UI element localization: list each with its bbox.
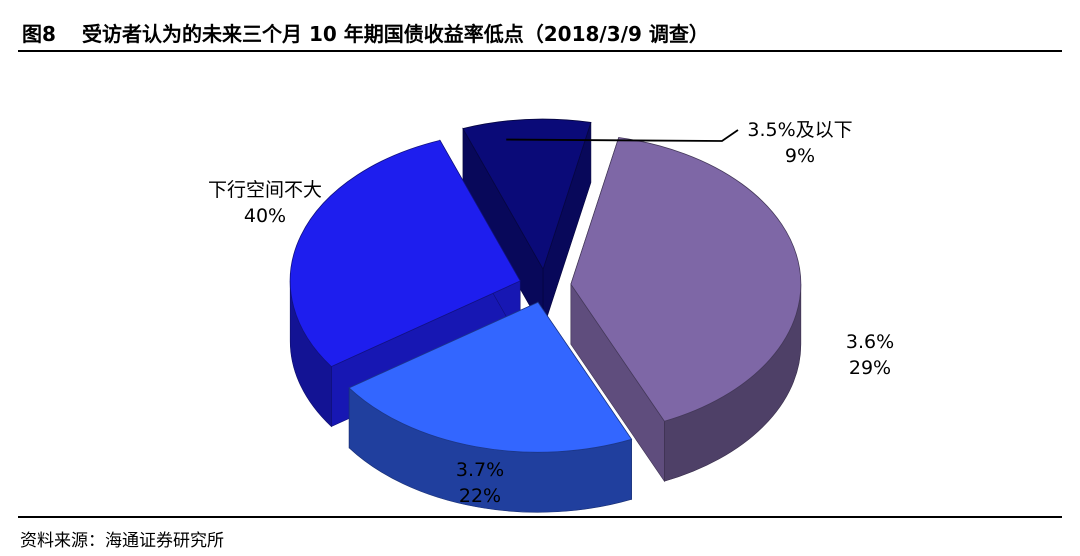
slice-label: 3.7% — [456, 459, 504, 481]
slice-label: 3.6% — [846, 331, 894, 353]
pie-slice-top — [289, 139, 521, 368]
figure-footer: 资料来源：海通证券研究所 — [18, 516, 1062, 552]
slice-value-label: 9% — [785, 145, 815, 167]
leader-line — [506, 129, 739, 142]
figure-header: 图8 受访者认为的未来三个月 10 年期国债收益率低点（2018/3/9 调查） — [18, 12, 1062, 52]
slice-label: 3.5%及以下 — [747, 119, 852, 141]
figure-title: 受访者认为的未来三个月 10 年期国债收益率低点（2018/3/9 调查） — [82, 22, 709, 46]
figure-label: 图8 — [22, 22, 56, 46]
slice-label: 下行空间不大 — [208, 179, 322, 201]
pie-slice-top — [462, 118, 592, 271]
pie-chart: 下行空间不大 40% 3.7% 22% 3.6% 29% 3.5%及以下 9% — [208, 118, 894, 513]
slice-value-label: 40% — [244, 205, 286, 227]
pie-slice-top — [348, 301, 633, 453]
slice-value-label: 22% — [459, 485, 501, 507]
pie-chart-area: 下行空间不大 40% 3.7% 22% 3.6% 29% 3.5%及以下 9% — [0, 56, 1080, 514]
pie-slice — [462, 118, 592, 331]
source-note: 资料来源：海通证券研究所 — [20, 531, 224, 551]
pie-slice — [348, 301, 633, 513]
pie-slice-top — [570, 137, 802, 422]
pie-slice — [570, 137, 802, 483]
slice-value-label: 29% — [849, 357, 891, 379]
